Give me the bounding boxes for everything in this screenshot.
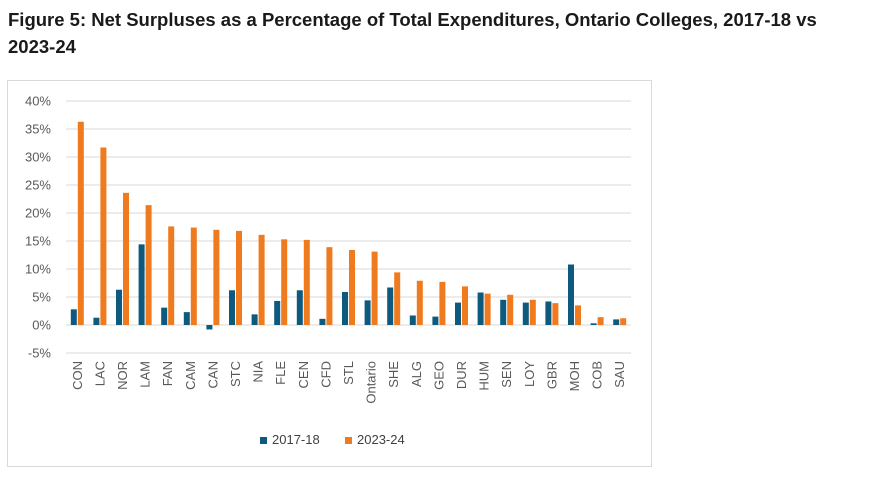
x-tick-label: SEN — [499, 361, 514, 388]
bar-2017-18 — [364, 300, 371, 325]
bar-2023-24 — [552, 303, 559, 325]
bar-2017-18 — [206, 325, 213, 330]
figure-title: Figure 5: Net Surpluses as a Percentage … — [8, 9, 817, 57]
x-tick-label: GBR — [544, 361, 559, 389]
bar-2017-18 — [455, 302, 461, 325]
bar-2017-18 — [229, 290, 235, 325]
bar-2023-24 — [394, 272, 401, 325]
bar-2023-24 — [123, 192, 129, 325]
x-tick-label: LAC — [92, 361, 107, 386]
legend: 2017-18 2023-24 — [260, 432, 405, 447]
gridlines — [66, 100, 631, 354]
x-tick-label: CAM — [183, 361, 198, 390]
y-tick-label: 35% — [25, 122, 51, 137]
legend-swatch — [345, 437, 352, 444]
bar-2023-24 — [371, 251, 378, 325]
bar-2017-18 — [387, 287, 394, 325]
legend-swatch — [260, 437, 267, 444]
x-tick-label: HUM — [477, 361, 492, 391]
legend-label: 2023-24 — [357, 432, 405, 447]
bar-2017-18 — [500, 299, 507, 325]
x-tick-label: FLE — [273, 361, 288, 385]
bar-2023-24 — [258, 234, 265, 325]
bar-2023-24 — [236, 230, 242, 325]
bar-2023-24 — [597, 317, 604, 325]
y-tick-label: 40% — [25, 94, 51, 109]
bar-2023-24 — [575, 305, 581, 325]
bar-2023-24 — [326, 247, 333, 325]
x-tick-label: SAU — [612, 361, 627, 388]
x-tick-label: SHE — [386, 361, 401, 388]
bar-2023-24 — [100, 147, 107, 325]
x-tick-label: Ontario — [364, 361, 379, 404]
bar-2023-24 — [190, 227, 197, 325]
bar-2023-24 — [145, 205, 152, 325]
x-tick-label: DUR — [454, 361, 469, 389]
bar-2023-24 — [213, 229, 220, 325]
y-tick-label: 0% — [32, 318, 51, 333]
bar-2017-18 — [319, 318, 326, 325]
x-tick-label: FAN — [160, 361, 175, 386]
bar-2017-18 — [590, 323, 597, 325]
bars — [70, 121, 627, 330]
x-tick-label: ALG — [409, 361, 424, 387]
bar-2017-18 — [183, 312, 190, 325]
bar-2017-18 — [274, 300, 281, 325]
bar-2017-18 — [138, 244, 145, 325]
bar-2023-24 — [416, 280, 423, 325]
bar-2023-24 — [507, 294, 514, 325]
x-tick-label: NIA — [251, 361, 266, 383]
bar-2023-24 — [168, 226, 175, 325]
bar-2017-18 — [545, 301, 552, 325]
x-tick-label: COB — [590, 361, 605, 389]
bar-2023-24 — [462, 286, 468, 325]
bar-2017-18 — [116, 289, 122, 325]
bar-2023-24 — [620, 318, 627, 325]
bar-2023-24 — [281, 239, 288, 325]
bar-2017-18 — [251, 314, 258, 325]
bar-2017-18 — [522, 302, 529, 325]
x-tick-label: STL — [341, 361, 356, 385]
y-tick-label: 25% — [25, 178, 51, 193]
bar-2023-24 — [529, 299, 536, 325]
bar-2017-18 — [568, 264, 574, 325]
bar-2023-24 — [349, 249, 355, 325]
y-tick-label: -5% — [28, 346, 52, 361]
bar-2017-18 — [477, 292, 484, 325]
x-tick-label: MOH — [567, 361, 582, 391]
legend-label: 2017-18 — [272, 432, 320, 447]
bar-2017-18 — [432, 316, 439, 325]
bar-chart: 40% 35% 30% 25% 20% 15% 10% 5% 0% -5% CON LAC NOR LA… — [25, 94, 631, 447]
y-tick-label: 30% — [25, 150, 51, 165]
x-tick-label: CAN — [205, 361, 220, 388]
bar-2017-18 — [161, 307, 168, 325]
y-tick-label: 20% — [25, 206, 51, 221]
bar-2023-24 — [77, 121, 84, 325]
bar-2017-18 — [613, 319, 620, 325]
bar-2017-18 — [342, 291, 348, 325]
y-tick-label: 10% — [25, 262, 51, 277]
x-tick-label: CEN — [296, 361, 311, 388]
bar-2017-18 — [409, 315, 416, 325]
bar-2017-18 — [93, 317, 100, 325]
x-tick-label: CFD — [318, 361, 333, 388]
y-tick-label: 15% — [25, 234, 51, 249]
x-axis-ticks: CON LAC NOR LAM FAN CAM CAN STC NIA FLE CEN CFD STL O… — [70, 361, 627, 404]
x-tick-label: LOY — [522, 361, 537, 387]
bar-2023-24 — [303, 239, 310, 325]
y-axis-ticks: 40% 35% 30% 25% 20% 15% 10% 5% 0% -5% — [25, 94, 51, 361]
bar-2017-18 — [70, 309, 77, 325]
x-tick-label: CON — [70, 361, 85, 390]
x-tick-label: NOR — [115, 361, 130, 390]
x-tick-label: LAM — [138, 361, 153, 388]
y-tick-label: 5% — [32, 290, 51, 305]
bar-2023-24 — [439, 281, 446, 325]
bar-2023-24 — [484, 293, 491, 325]
x-tick-label: GEO — [431, 361, 446, 390]
x-tick-label: STC — [228, 361, 243, 387]
chart-container: 40% 35% 30% 25% 20% 15% 10% 5% 0% -5% CON LAC NOR LA… — [7, 80, 652, 467]
bar-2017-18 — [296, 290, 303, 325]
